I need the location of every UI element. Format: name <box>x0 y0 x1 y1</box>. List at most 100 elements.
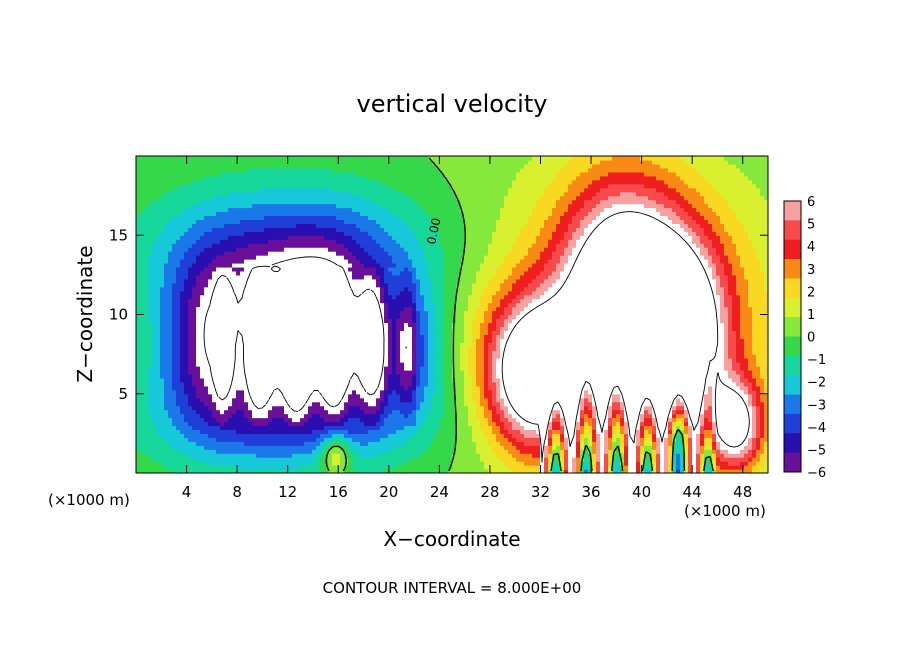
heatmap-cell <box>316 441 321 446</box>
heatmap-cell <box>420 441 425 446</box>
heatmap-cell <box>596 457 601 462</box>
heatmap-cell <box>708 377 713 383</box>
heatmap-cell <box>740 453 745 458</box>
heatmap-cell <box>688 350 693 355</box>
heatmap-cell <box>444 457 449 462</box>
heatmap-cell <box>704 433 709 438</box>
heatmap-cell <box>344 369 349 375</box>
heatmap-cell <box>540 405 545 411</box>
heatmap-cell <box>680 405 685 411</box>
heatmap-cell <box>332 441 337 446</box>
heatmap-cell <box>456 346 461 351</box>
heatmap-cell <box>732 425 737 431</box>
heatmap-cell <box>384 373 389 379</box>
heatmap-cell <box>260 457 265 462</box>
heatmap-cell <box>652 350 657 355</box>
heatmap-cell <box>400 377 405 383</box>
heatmap-cell <box>212 445 217 450</box>
heatmap-cell <box>252 421 257 427</box>
heatmap-cell <box>176 373 181 379</box>
heatmap-cell <box>644 421 649 427</box>
heatmap-cell <box>528 385 533 391</box>
heatmap-cell <box>428 437 433 442</box>
heatmap-cell <box>288 381 293 387</box>
heatmap-cell <box>520 409 525 415</box>
heatmap-cell <box>500 453 505 458</box>
heatmap-cell <box>632 453 637 458</box>
heatmap-cell <box>460 437 465 442</box>
heatmap-cell <box>616 429 621 434</box>
heatmap-cell <box>184 373 189 379</box>
heatmap-cell <box>416 350 421 355</box>
heatmap-cell <box>408 465 413 470</box>
heatmap-cell <box>648 377 653 383</box>
heatmap-cell <box>492 362 497 367</box>
heatmap-cell <box>692 469 697 473</box>
heatmap-cell <box>688 441 693 446</box>
heatmap-cell <box>544 362 549 367</box>
heatmap-cell <box>552 397 557 403</box>
heatmap-cell <box>520 457 525 462</box>
heatmap-cell <box>424 397 429 403</box>
heatmap-cell <box>248 369 253 375</box>
heatmap-cell <box>652 469 657 473</box>
heatmap-cell <box>300 425 305 431</box>
heatmap-cell <box>184 445 189 450</box>
heatmap-cell <box>736 397 741 403</box>
heatmap-cell <box>680 413 685 419</box>
heatmap-cell <box>208 437 213 442</box>
heatmap-cell <box>464 425 469 431</box>
heatmap-cell <box>144 381 149 387</box>
heatmap-cell <box>168 409 173 415</box>
heatmap-cell <box>612 377 617 383</box>
heatmap-cell <box>760 405 765 411</box>
heatmap-cell <box>148 350 153 355</box>
heatmap-cell <box>144 417 149 423</box>
heatmap-cell <box>336 366 341 371</box>
heatmap-cell <box>724 425 729 431</box>
heatmap-cell <box>352 425 357 431</box>
heatmap-cell <box>740 417 745 423</box>
heatmap-cell <box>496 429 501 434</box>
heatmap-cell <box>692 366 697 371</box>
heatmap-cell <box>276 437 281 442</box>
heatmap-cell <box>728 362 733 367</box>
heatmap-cell <box>580 369 585 375</box>
heatmap-cell <box>536 366 541 371</box>
heatmap-cell <box>244 441 249 446</box>
heatmap-cell <box>588 449 593 454</box>
heatmap-cell <box>320 449 325 454</box>
heatmap-cell <box>664 453 669 458</box>
heatmap-cell <box>412 437 417 442</box>
heatmap-cell <box>220 445 225 450</box>
heatmap-cell <box>640 362 645 367</box>
heatmap-cell <box>472 369 477 375</box>
heatmap-cell <box>292 377 297 383</box>
heatmap-cell <box>444 393 449 399</box>
heatmap-cell <box>144 358 149 363</box>
heatmap-cell <box>192 401 197 407</box>
heatmap-cell <box>696 381 701 387</box>
heatmap-cell <box>668 385 673 391</box>
heatmap-cell <box>320 389 325 395</box>
heatmap-cell <box>416 413 421 419</box>
heatmap-cell <box>512 425 517 431</box>
heatmap-cell <box>688 469 693 473</box>
heatmap-cell <box>280 346 285 351</box>
heatmap-cell <box>696 405 701 411</box>
heatmap-cell <box>368 369 373 375</box>
heatmap-cell <box>464 409 469 415</box>
heatmap-cell <box>608 369 613 375</box>
heatmap-cell <box>584 465 589 470</box>
heatmap-cell <box>264 453 269 458</box>
heatmap-cell <box>256 358 261 363</box>
heatmap-cell <box>276 362 281 367</box>
heatmap-cell <box>716 441 721 446</box>
heatmap-cell <box>460 401 465 407</box>
heatmap-cell <box>232 373 237 379</box>
heatmap-cell <box>440 413 445 419</box>
heatmap-cell <box>652 429 657 434</box>
heatmap-cell <box>184 346 189 351</box>
heatmap-cell <box>200 354 205 359</box>
heatmap-cell <box>380 350 385 355</box>
